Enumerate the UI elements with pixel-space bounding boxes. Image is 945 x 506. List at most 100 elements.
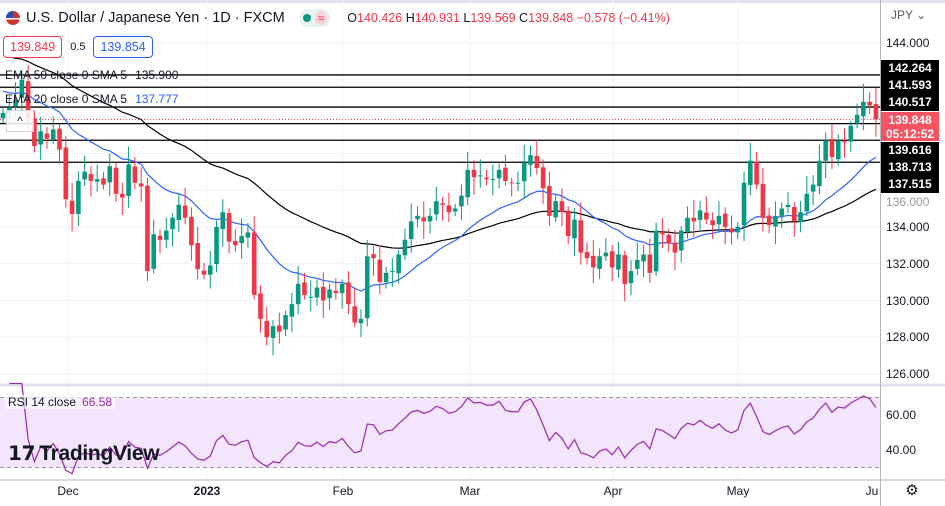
ema50-legend[interactable]: EMA 50 close 0 SMA 5 135.900	[5, 68, 179, 82]
candle-body	[521, 162, 527, 182]
candle-body	[716, 215, 722, 225]
candle-body	[735, 226, 741, 233]
candle-body	[628, 271, 634, 284]
market-status[interactable]: ≈	[298, 9, 332, 27]
candle-body	[126, 164, 131, 197]
candle-body	[314, 287, 320, 298]
candle-body	[490, 179, 496, 181]
candle-body	[791, 207, 797, 222]
candle-body	[653, 230, 659, 272]
candle-body	[189, 216, 194, 246]
candle-body	[364, 256, 370, 319]
time-tick: Dec	[57, 484, 79, 498]
candle-body	[817, 160, 822, 187]
candle-body	[547, 186, 552, 216]
level-tag: 141.593	[881, 77, 939, 94]
candle-body	[57, 128, 62, 150]
candle-body	[534, 155, 540, 169]
sell-button[interactable]: 139.849	[3, 36, 63, 58]
candle-body	[748, 160, 753, 185]
candle-body	[245, 232, 251, 238]
symbol-legend: U.S. Dollar / Japanese Yen · 1D · FXCM ≈…	[6, 9, 670, 27]
collapse-legend-button[interactable]: ^	[6, 110, 34, 132]
candle-body	[415, 215, 420, 220]
chart-settings-gear-icon[interactable]: ⚙	[905, 482, 919, 499]
candle-body	[408, 221, 414, 240]
candle-body	[390, 271, 395, 273]
candle-body	[666, 234, 671, 244]
time-tick: May	[726, 484, 750, 498]
candle-body	[779, 208, 785, 216]
candle-body	[572, 219, 577, 239]
candle-body	[810, 184, 816, 192]
candle-body	[835, 140, 841, 160]
price-tick: 136.000	[886, 195, 930, 209]
candle-body	[697, 210, 703, 220]
time-tick: Feb	[332, 484, 354, 498]
ema20-legend[interactable]: EMA 20 close 0 SMA 5 137.777	[5, 92, 179, 106]
candle-body	[76, 180, 81, 215]
candle-body	[0, 112, 6, 119]
time-tick: Ju	[865, 484, 879, 498]
candle-body	[434, 201, 439, 215]
candle-body	[82, 171, 87, 180]
candle-body	[320, 286, 326, 301]
candle-body	[672, 242, 678, 253]
candle-body	[88, 173, 94, 181]
candle-body	[678, 230, 684, 251]
price-axis[interactable]	[880, 0, 945, 506]
candle-body	[358, 318, 364, 324]
candle-body	[13, 100, 18, 107]
candle-body	[44, 133, 50, 139]
candle-body	[691, 217, 697, 222]
candle-body	[233, 240, 238, 246]
candle-body	[465, 169, 471, 198]
candle-body	[239, 236, 244, 244]
candle-body	[484, 177, 489, 180]
candle-body	[69, 200, 75, 215]
candle-body	[283, 315, 288, 330]
level-tag: 140.517	[881, 94, 939, 111]
candle-body	[113, 167, 119, 194]
rsi-legend[interactable]: RSI 14 close 66.58	[5, 395, 116, 409]
time-tick: Apr	[603, 484, 623, 498]
candle-body	[848, 125, 854, 142]
candle-body	[302, 282, 307, 295]
candle-body	[427, 215, 433, 222]
time-tick: Mar	[459, 484, 481, 498]
us-japan-flag-icon	[6, 11, 20, 25]
candle-body	[94, 179, 100, 182]
currency-selector[interactable]: JPY ⌄	[891, 8, 927, 22]
candle-body	[145, 185, 150, 272]
top-border	[0, 0, 945, 3]
candle-body	[107, 166, 113, 183]
candle-body	[132, 166, 138, 183]
candle-body	[25, 81, 31, 119]
price-tick: 126.000	[886, 367, 930, 381]
candle-body	[157, 235, 163, 240]
level-tag: 139.616	[881, 142, 939, 159]
price-tick: 130.000	[886, 294, 930, 308]
candle-body	[421, 217, 427, 222]
price-tick: 132.000	[886, 257, 930, 271]
candle-body	[101, 178, 106, 185]
candle-body	[377, 259, 383, 283]
candle-body	[509, 182, 514, 184]
candle-body	[760, 183, 766, 218]
price-tick: 144.000	[886, 36, 930, 50]
candle-body	[50, 129, 56, 140]
spread-value: 0.5	[70, 41, 86, 53]
symbol-title[interactable]: U.S. Dollar / Japanese Yen · 1D · FXCM	[26, 10, 285, 26]
candle-body	[195, 243, 200, 270]
tradingview-logo[interactable]: 𝟭𝟳 TradingView	[8, 441, 160, 466]
candle-body	[251, 232, 257, 295]
candle-body	[565, 210, 571, 237]
candle-body	[829, 138, 835, 158]
buy-button[interactable]: 139.854	[93, 36, 153, 58]
candle-body	[333, 290, 339, 294]
candle-body	[584, 251, 590, 259]
candle-body	[308, 296, 314, 298]
candle-body	[496, 169, 502, 179]
market-open-dot-icon	[302, 14, 311, 22]
